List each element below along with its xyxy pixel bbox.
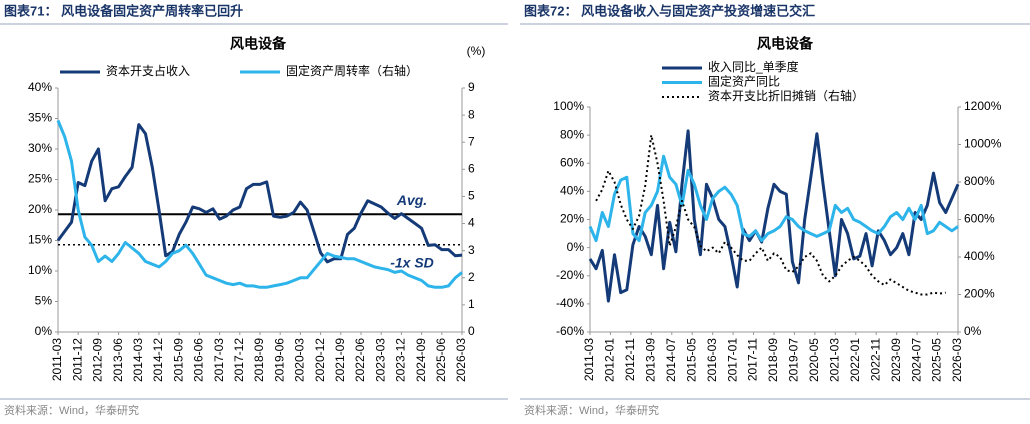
x-tick-label: 2020-12	[313, 338, 327, 382]
x-tick-label: 2017-03	[212, 338, 226, 382]
x-tick-label: 2018-09	[252, 338, 266, 382]
x-tick-label: 2011-12	[70, 338, 84, 381]
series-line	[56, 119, 463, 289]
legend-label: 收入同比_单季度	[708, 59, 799, 74]
y-tick-label: 30%	[28, 141, 52, 155]
x-tick-label: 2017-11	[746, 338, 760, 381]
x-tick-label: 2011-03	[582, 338, 596, 381]
panel-header: 图表72： 风电设备收入与固定资产投资增速已交汇	[524, 3, 815, 18]
x-tick-label: 2022-01	[848, 338, 862, 382]
x-tick-label: 2019-07	[787, 338, 801, 382]
series-line	[588, 154, 959, 243]
y-tick-label: 0%	[567, 240, 585, 254]
x-tick-label: 2015-05	[684, 338, 698, 382]
legend-label: 固定资产同比	[708, 74, 780, 89]
y2-tick-label: 7	[468, 134, 475, 148]
x-tick-label: 2016-03	[705, 338, 719, 382]
y-tick-label: -40%	[556, 296, 584, 310]
y2-tick-label: 0%	[964, 324, 982, 338]
y-tick-label: 80%	[560, 127, 584, 141]
y2-tick-label: 1	[468, 297, 475, 311]
x-tick-label: 2026-03	[454, 338, 468, 382]
reference-label: -1x SD	[390, 254, 434, 270]
x-tick-label: 2017-12	[232, 338, 246, 382]
y2-tick-label: 600%	[964, 212, 995, 226]
y2-tick-label: 1000%	[964, 137, 1002, 151]
source-note: 资料来源：Wind，华泰研究	[4, 403, 139, 417]
y-tick-label: 15%	[28, 233, 52, 247]
x-tick-label: 2020-05	[807, 338, 821, 382]
legend-label: 资本开支占收入	[106, 63, 190, 78]
y2-tick-label: 9	[468, 80, 475, 94]
x-tick-label: 2013-06	[111, 338, 125, 382]
y-tick-label: -20%	[556, 268, 584, 282]
x-tick-label: 2025-05	[930, 338, 944, 382]
y-tick-label: -60%	[556, 324, 584, 338]
x-tick-label: 2011-03	[50, 338, 64, 381]
y2-axis-label: (%)	[467, 44, 486, 58]
chart-title: 风电设备	[230, 36, 287, 52]
y2-tick-label: 3	[468, 243, 475, 257]
y-tick-label: 25%	[28, 172, 52, 186]
x-tick-label: 2012-11	[623, 338, 637, 381]
x-tick-label: 2023-09	[889, 338, 903, 382]
x-tick-label: 2015-09	[171, 338, 185, 382]
x-tick-label: 2014-07	[664, 338, 678, 382]
x-tick-label: 2013-09	[644, 338, 658, 382]
y-tick-label: 100%	[553, 99, 584, 113]
x-tick-label: 2022-11	[868, 338, 882, 381]
x-tick-label: 2021-03	[828, 338, 842, 382]
y-tick-label: 60%	[560, 155, 584, 169]
y2-tick-label: 200%	[964, 287, 995, 301]
x-tick-label: 2024-07	[909, 338, 923, 382]
series-line	[56, 123, 463, 264]
panel-header: 图表71： 风电设备固定资产周转率已回升	[4, 3, 243, 18]
y-tick-label: 20%	[28, 202, 52, 216]
y2-tick-label: 0	[468, 324, 475, 338]
x-tick-label: 2023-12	[394, 338, 408, 382]
y2-tick-label: 400%	[964, 249, 995, 263]
y-tick-label: 40%	[28, 80, 52, 94]
x-tick-label: 2016-06	[192, 338, 206, 382]
x-tick-label: 2014-12	[151, 338, 165, 382]
x-tick-label: 2022-06	[353, 338, 367, 382]
x-tick-label: 2018-09	[766, 338, 780, 382]
x-tick-label: 2026-03	[950, 338, 964, 382]
x-tick-label: 2023-03	[373, 338, 387, 382]
x-tick-label: 2012-01	[603, 338, 617, 382]
y-tick-label: 0%	[35, 324, 53, 338]
source-note: 资料来源：Wind，华泰研究	[524, 403, 659, 417]
reference-label: Avg.	[396, 192, 427, 208]
y2-tick-label: 6	[468, 162, 475, 176]
chart-title: 风电设备	[757, 36, 814, 52]
x-tick-label: 2014-03	[131, 338, 145, 382]
y-tick-label: 40%	[560, 184, 584, 198]
y-tick-label: 10%	[28, 263, 52, 277]
series-line	[595, 134, 946, 296]
y2-tick-label: 1200%	[964, 99, 1002, 113]
y-tick-label: 20%	[560, 212, 584, 226]
x-tick-label: 2020-03	[293, 338, 307, 382]
x-tick-label: 2019-06	[272, 338, 286, 382]
legend-label: 资本开支比折旧摊销（右轴）	[708, 88, 864, 103]
y2-tick-label: 800%	[964, 174, 995, 188]
y2-tick-label: 5	[468, 189, 475, 203]
y-tick-label: 5%	[35, 294, 53, 308]
x-tick-label: 2025-06	[434, 338, 448, 382]
y-tick-label: 35%	[28, 111, 52, 125]
x-tick-label: 2017-01	[725, 338, 739, 382]
y2-tick-label: 8	[468, 107, 475, 121]
y2-tick-label: 4	[468, 216, 475, 230]
x-tick-label: 2024-09	[414, 338, 428, 382]
legend-label: 固定资产周转率（右轴）	[286, 63, 418, 78]
x-tick-label: 2021-09	[333, 338, 347, 382]
x-tick-label: 2012-09	[91, 338, 105, 382]
y2-tick-label: 2	[468, 270, 475, 284]
series-line	[588, 129, 960, 303]
